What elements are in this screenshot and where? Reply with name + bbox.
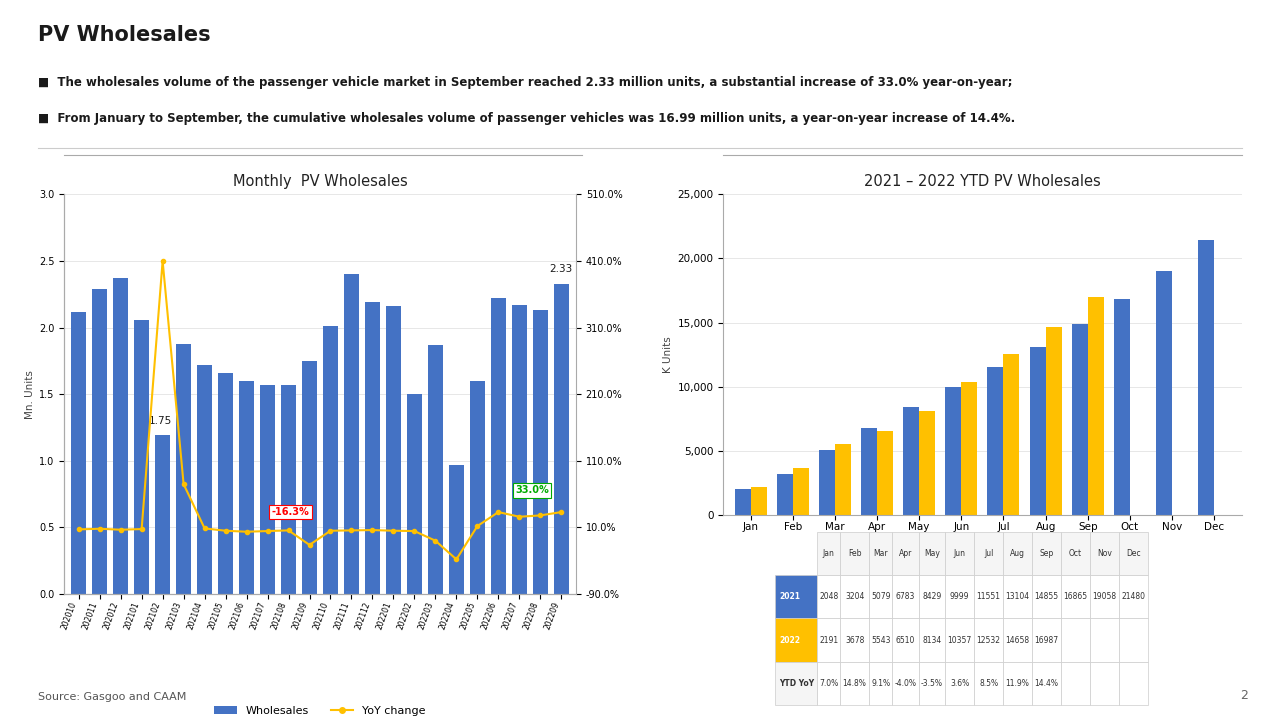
Bar bbox=[987, 366, 1004, 515]
Text: ■  The wholesales volume of the passenger vehicle market in September reached 2.: ■ The wholesales volume of the passenger… bbox=[38, 76, 1012, 89]
Bar bbox=[407, 395, 422, 594]
Bar bbox=[365, 302, 380, 594]
Bar bbox=[919, 410, 936, 515]
Bar bbox=[72, 312, 86, 594]
Bar bbox=[92, 289, 108, 594]
Bar bbox=[197, 365, 212, 594]
Bar bbox=[134, 320, 150, 594]
Bar bbox=[282, 385, 296, 594]
Text: 2: 2 bbox=[1240, 689, 1248, 702]
Title: Monthly  PV Wholesales: Monthly PV Wholesales bbox=[233, 174, 407, 189]
Text: ■  From January to September, the cumulative wholesales volume of passenger vehi: ■ From January to September, the cumulat… bbox=[38, 112, 1015, 125]
Bar bbox=[1004, 354, 1019, 515]
Bar bbox=[1071, 325, 1088, 515]
Bar bbox=[1029, 347, 1046, 515]
Text: 1.75: 1.75 bbox=[148, 416, 172, 426]
Y-axis label: Mn. Units: Mn. Units bbox=[24, 370, 35, 418]
Bar bbox=[155, 436, 170, 594]
Bar bbox=[260, 385, 275, 594]
Bar bbox=[750, 487, 767, 515]
Bar bbox=[470, 381, 485, 594]
Bar bbox=[385, 306, 401, 594]
Bar bbox=[861, 428, 877, 515]
Bar bbox=[1198, 240, 1215, 515]
Bar bbox=[490, 298, 506, 594]
Bar bbox=[512, 305, 527, 594]
Bar bbox=[946, 387, 961, 515]
Text: -16.3%: -16.3% bbox=[271, 507, 310, 517]
Bar bbox=[1114, 299, 1130, 515]
Legend: Wholesales, YoY change: Wholesales, YoY change bbox=[210, 701, 430, 720]
Bar bbox=[877, 431, 893, 515]
Title: 2021 – 2022 YTD PV Wholesales: 2021 – 2022 YTD PV Wholesales bbox=[864, 174, 1101, 189]
Bar bbox=[113, 279, 128, 594]
Text: 33.0%: 33.0% bbox=[515, 485, 549, 495]
Bar bbox=[904, 407, 919, 515]
Bar bbox=[449, 465, 463, 594]
Bar bbox=[344, 274, 358, 594]
Text: 2.33: 2.33 bbox=[549, 264, 573, 274]
Bar bbox=[218, 373, 233, 594]
Bar bbox=[177, 343, 191, 594]
Bar bbox=[961, 382, 978, 515]
Bar bbox=[302, 361, 317, 594]
Bar bbox=[1046, 327, 1061, 515]
Bar bbox=[835, 444, 851, 515]
Text: Source: Gasgoo and CAAM: Source: Gasgoo and CAAM bbox=[38, 692, 187, 702]
Bar bbox=[1156, 271, 1172, 515]
Bar bbox=[819, 450, 835, 515]
Bar bbox=[554, 284, 568, 594]
Bar bbox=[777, 474, 792, 515]
Bar bbox=[239, 381, 255, 594]
Bar bbox=[428, 345, 443, 594]
Bar bbox=[532, 310, 548, 594]
Bar bbox=[735, 489, 750, 515]
Y-axis label: K Units: K Units bbox=[663, 336, 673, 373]
Bar bbox=[792, 468, 809, 515]
Text: PV Wholesales: PV Wholesales bbox=[38, 25, 211, 45]
Bar bbox=[323, 326, 338, 594]
Bar bbox=[1088, 297, 1103, 515]
